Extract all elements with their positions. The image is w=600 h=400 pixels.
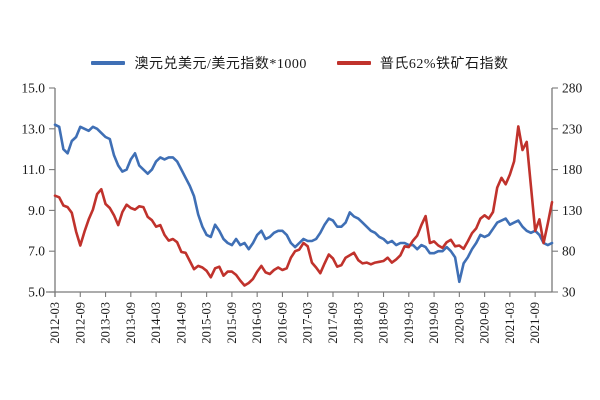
svg-text:2021-03: 2021-03	[503, 302, 517, 344]
legend-swatch-red	[336, 61, 371, 65]
svg-text:15.0: 15.0	[21, 81, 45, 96]
svg-text:7.0: 7.0	[28, 244, 45, 259]
svg-text:2013-09: 2013-09	[124, 302, 138, 344]
svg-text:13.0: 13.0	[21, 121, 45, 136]
svg-text:2016-09: 2016-09	[275, 302, 289, 344]
svg-text:2012-09: 2012-09	[73, 302, 87, 344]
legend-label-aud-usd-index: 澳元兑美元/美元指数*1000	[134, 57, 307, 72]
svg-text:2020-03: 2020-03	[452, 302, 466, 344]
svg-text:180: 180	[562, 162, 583, 177]
legend-swatch-blue	[91, 61, 126, 65]
svg-text:2021-09: 2021-09	[528, 302, 542, 344]
svg-text:2016-03: 2016-03	[250, 302, 264, 344]
chart-legend: 澳元兑美元/美元指数*1000 普氏62%铁矿石指数	[0, 53, 600, 73]
svg-text:5.0: 5.0	[28, 285, 45, 300]
svg-text:2017-03: 2017-03	[301, 302, 315, 344]
svg-text:130: 130	[562, 203, 583, 218]
svg-text:230: 230	[562, 121, 583, 136]
svg-text:9.0: 9.0	[28, 203, 45, 218]
svg-text:2015-09: 2015-09	[225, 302, 239, 344]
svg-text:2018-09: 2018-09	[377, 302, 391, 344]
svg-text:2013-03: 2013-03	[99, 302, 113, 344]
svg-text:2014-09: 2014-09	[174, 302, 188, 344]
svg-text:2019-09: 2019-09	[427, 302, 441, 344]
svg-text:11.0: 11.0	[22, 162, 45, 177]
legend-item-iron-ore-index: 普氏62%铁矿石指数	[336, 53, 509, 73]
svg-text:80: 80	[562, 244, 576, 259]
svg-text:280: 280	[562, 81, 583, 96]
svg-text:2019-03: 2019-03	[402, 302, 416, 344]
legend-item-aud-usd-index: 澳元兑美元/美元指数*1000	[91, 53, 306, 73]
svg-text:30: 30	[562, 285, 576, 300]
legend-label-iron-ore-index: 普氏62%铁矿石指数	[379, 57, 509, 72]
svg-text:2018-03: 2018-03	[351, 302, 365, 344]
svg-text:2015-03: 2015-03	[200, 302, 214, 344]
svg-text:2017-09: 2017-09	[326, 302, 340, 344]
svg-text:2012-03: 2012-03	[48, 302, 62, 344]
svg-text:2020-09: 2020-09	[478, 302, 492, 344]
svg-text:2014-03: 2014-03	[149, 302, 163, 344]
